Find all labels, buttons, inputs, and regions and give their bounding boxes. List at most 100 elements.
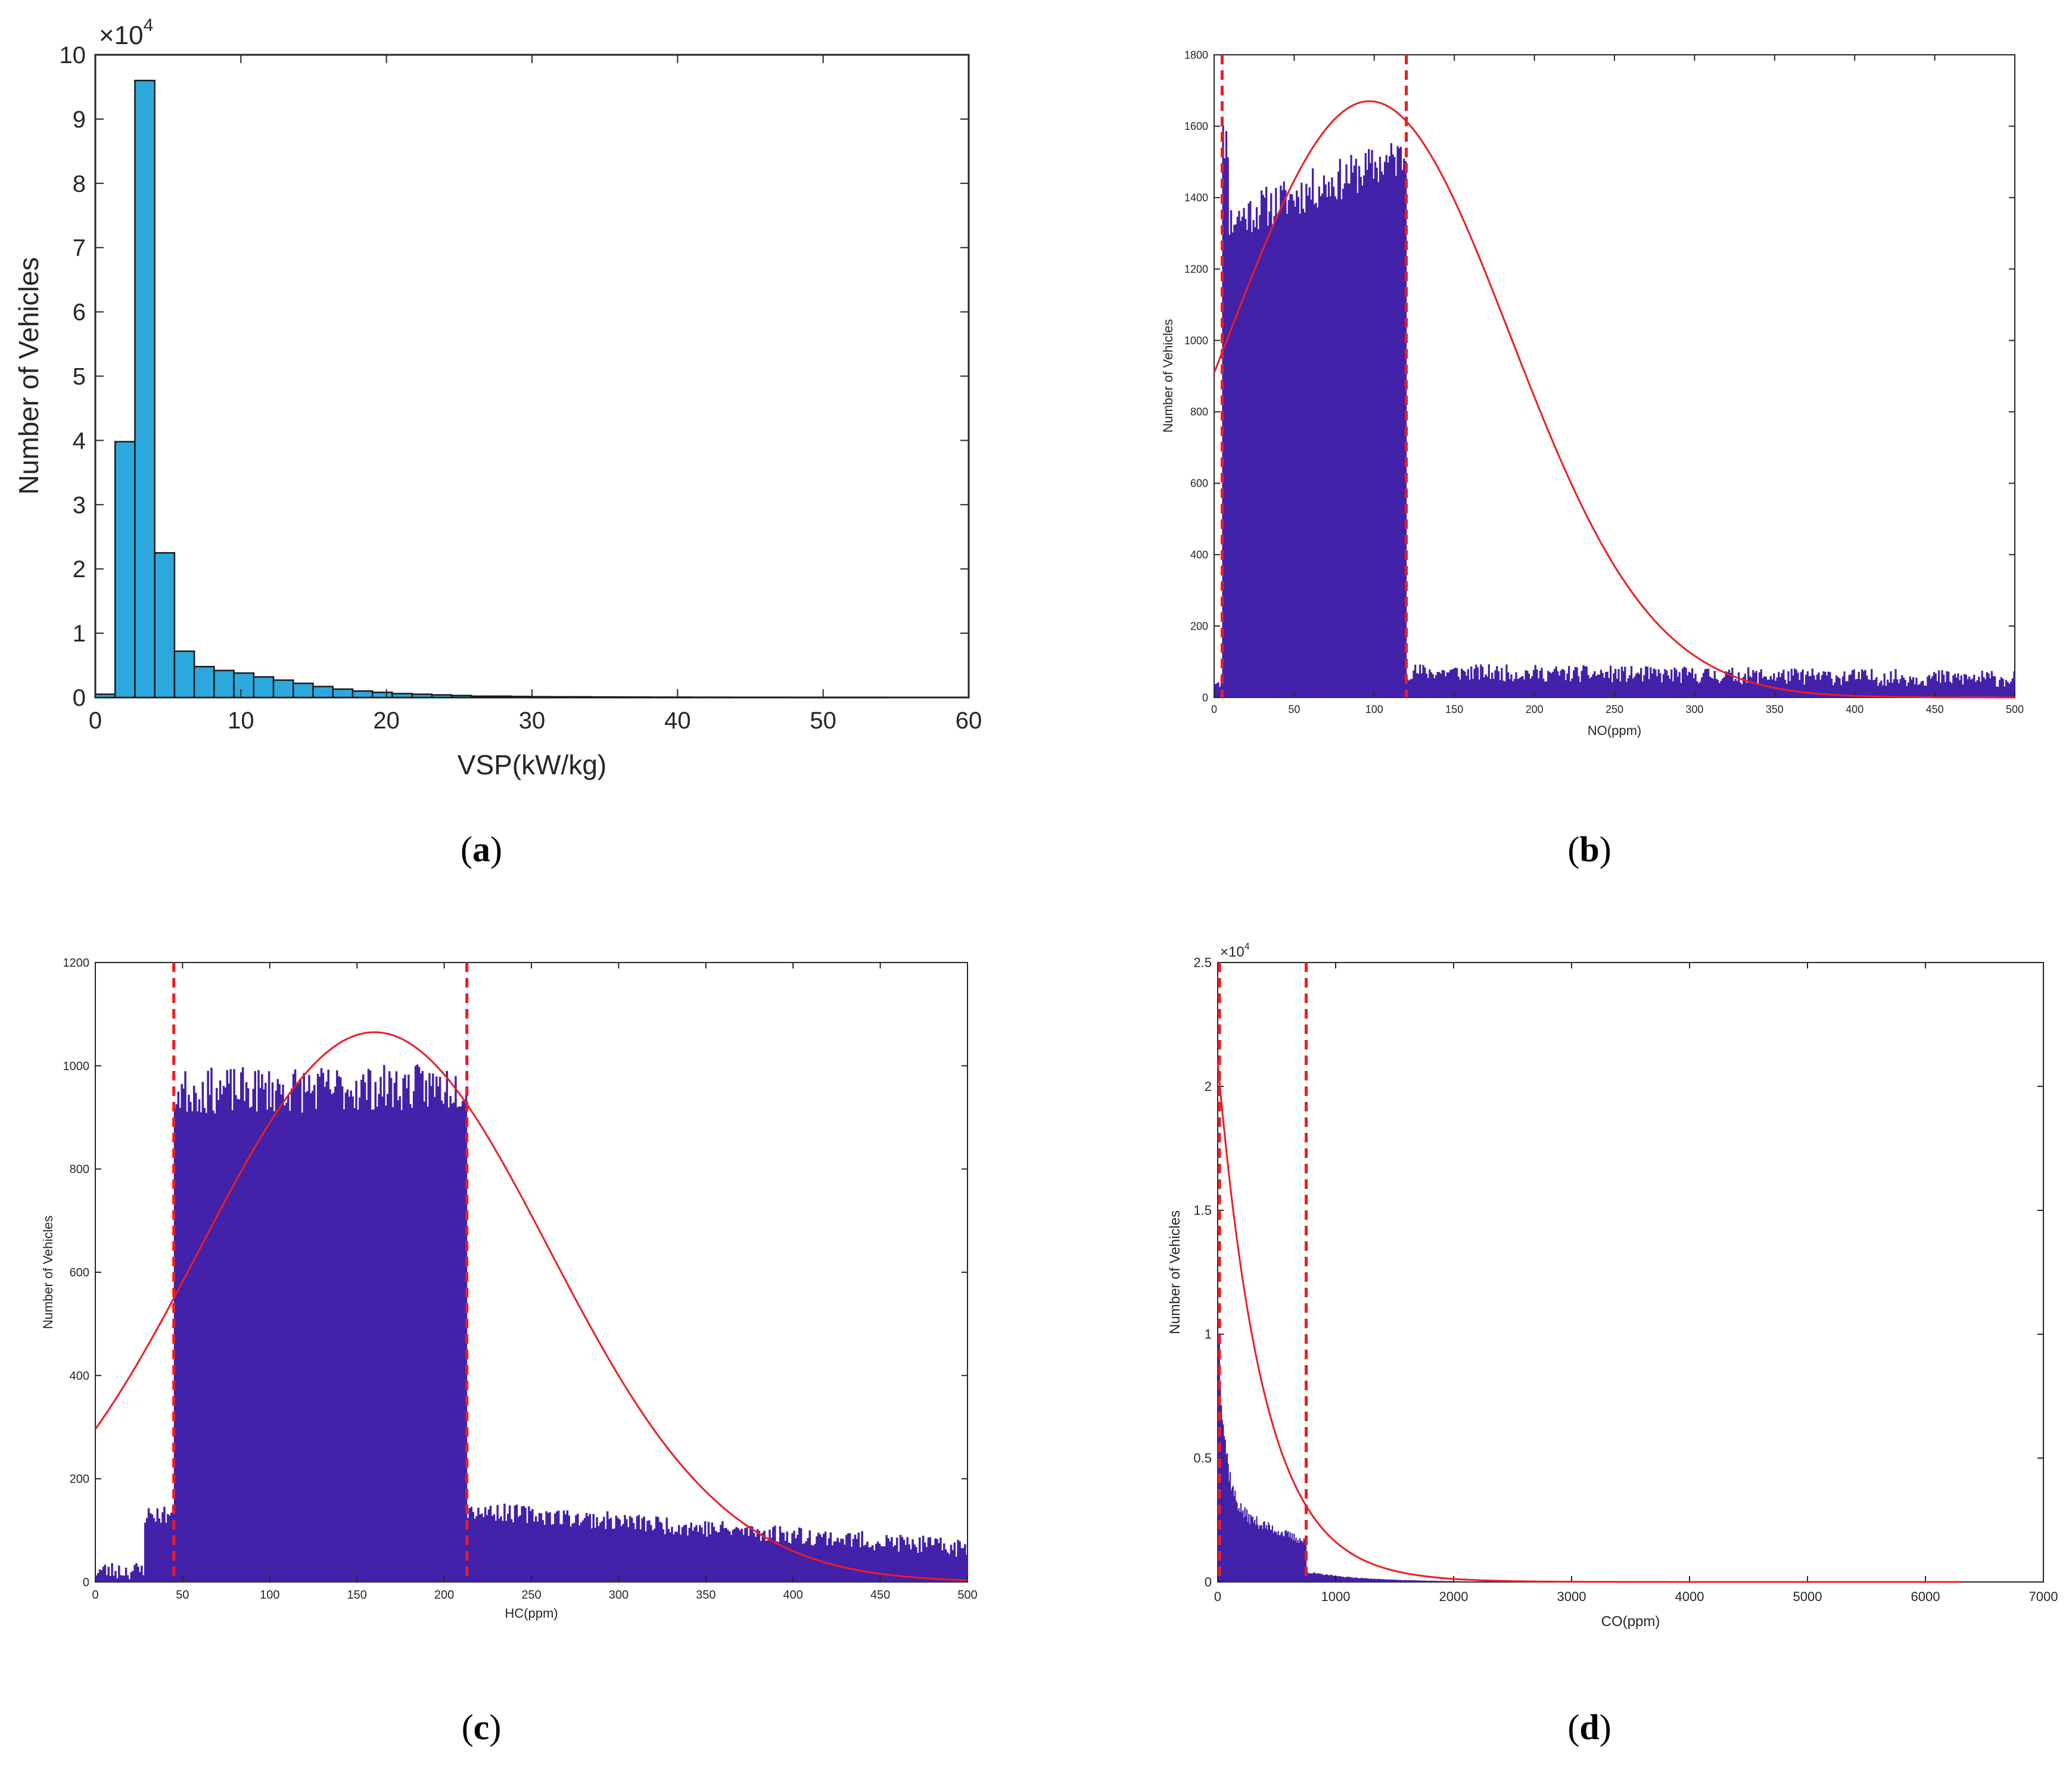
- histogram-bar: [1377, 1578, 1380, 1582]
- histogram-bar: [510, 1519, 513, 1582]
- histogram-bar: [1382, 1579, 1383, 1582]
- histogram-bar: [1984, 679, 1987, 697]
- histogram-bar: [1356, 1577, 1358, 1582]
- histogram-bar: [1548, 672, 1551, 697]
- histogram-bar: [213, 669, 235, 699]
- histogram-bar: [1603, 678, 1606, 697]
- histogram-bar: [1574, 667, 1577, 697]
- histogram-bar: [908, 1544, 910, 1582]
- histogram-bar: [1534, 665, 1536, 697]
- histogram-bar: [379, 1077, 382, 1582]
- histogram-bar: [1569, 681, 1572, 697]
- histogram-bar: [226, 1070, 229, 1582]
- histogram-bar: [1965, 674, 1967, 697]
- histogram-bar: [1978, 677, 1980, 697]
- histogram-bar: [1778, 672, 1780, 697]
- histogram-bar: [1848, 675, 1850, 697]
- histogram-bar: [838, 1542, 841, 1582]
- histogram-bar: [292, 1073, 295, 1582]
- histogram-bar: [1448, 1581, 1449, 1582]
- histogram-bar: [1725, 671, 1727, 697]
- histogram-bar: [428, 1073, 431, 1582]
- histogram-bar: [1361, 1577, 1363, 1582]
- histogram-bar: [421, 1071, 424, 1582]
- histogram-bar: [1837, 677, 1839, 697]
- histogram-bar: [1412, 1580, 1414, 1582]
- histogram-bar: [1386, 1579, 1389, 1582]
- histogram-bar: [1552, 671, 1554, 697]
- histogram-bar: [1342, 1577, 1344, 1582]
- histogram-bar: [216, 1088, 218, 1582]
- histogram-bar: [1253, 1522, 1255, 1582]
- histogram-bar: [1843, 671, 1846, 697]
- histogram-bar: [1660, 682, 1663, 697]
- x-tick-label: 0: [1214, 1589, 1221, 1604]
- histogram-bar: [269, 1107, 272, 1582]
- histogram-bar: [1374, 161, 1377, 697]
- histogram-bar: [1927, 676, 1929, 697]
- histogram-bar: [1704, 669, 1706, 697]
- histogram-bar: [1346, 1577, 1348, 1582]
- histogram-bar: [1455, 1581, 1457, 1582]
- histogram-bar: [359, 1097, 361, 1582]
- histogram-bar: [303, 1073, 305, 1582]
- histogram-bar: [1333, 1576, 1335, 1582]
- histogram-bar: [367, 1069, 370, 1582]
- histogram-bar: [1611, 682, 1613, 697]
- histogram-bar: [1318, 1574, 1321, 1582]
- x-tick-label: 250: [521, 1589, 541, 1602]
- histogram-bar: [1451, 669, 1454, 697]
- histogram-bar: [1787, 671, 1790, 697]
- histogram-bar: [683, 1525, 686, 1582]
- histogram-bar: [760, 1541, 763, 1582]
- histogram-bar: [1925, 686, 1927, 697]
- histogram-bar: [1332, 186, 1335, 697]
- histogram-bar: [1240, 1503, 1242, 1582]
- histogram-bar: [1722, 678, 1724, 697]
- histogram-bar: [284, 1105, 286, 1582]
- histogram-bar: [1657, 669, 1660, 697]
- histogram-bar: [1667, 675, 1669, 697]
- histogram-bar: [1383, 161, 1386, 697]
- histogram-bar: [1874, 680, 1876, 697]
- histogram-bar: [1297, 1540, 1299, 1582]
- histogram-bar: [761, 1533, 764, 1582]
- y-tick-label: 1400: [1184, 192, 1208, 204]
- histogram-bar: [1259, 215, 1261, 697]
- histogram-bar: [1320, 1573, 1321, 1582]
- histogram-bar: [797, 1534, 799, 1582]
- y-tick-label: 5: [73, 364, 86, 390]
- histogram-bar: [1372, 1579, 1374, 1582]
- histogram-bar: [608, 1519, 611, 1582]
- histogram-bar: [1609, 665, 1612, 697]
- y-tick-label: 0: [1202, 692, 1208, 703]
- histogram-bar: [1443, 1581, 1445, 1582]
- histogram-bar: [229, 1069, 232, 1582]
- y-tick-label: 0: [1205, 1575, 1212, 1590]
- histogram-bar: [331, 1094, 333, 1582]
- histogram-bar: [589, 1513, 592, 1582]
- histogram-bar: [1366, 170, 1368, 697]
- histogram-bar: [875, 1543, 878, 1582]
- histogram-bar: [486, 1515, 489, 1582]
- histogram-bar: [1424, 667, 1426, 697]
- histogram-bar: [1247, 1522, 1249, 1582]
- histogram-bar: [1214, 684, 1217, 697]
- histogram-bar: [1914, 684, 1916, 697]
- histogram-bar: [1547, 671, 1550, 697]
- histogram-bar: [1411, 1580, 1413, 1582]
- histogram-bar: [385, 1105, 387, 1582]
- histogram-bar: [1466, 1581, 1468, 1582]
- histogram-bar: [887, 1538, 889, 1582]
- histogram-bar: [1429, 1581, 1430, 1582]
- histogram-bar: [265, 1082, 267, 1582]
- histogram-bar: [1799, 680, 1801, 697]
- histogram-bar: [1397, 1580, 1399, 1582]
- histogram-bar: [1320, 196, 1322, 697]
- histogram-bar: [1723, 677, 1726, 697]
- histogram-bar: [2009, 681, 2012, 697]
- histogram-bar: [1305, 1541, 1307, 1582]
- histogram-bar: [1629, 675, 1631, 697]
- histogram-bar: [1976, 680, 1978, 697]
